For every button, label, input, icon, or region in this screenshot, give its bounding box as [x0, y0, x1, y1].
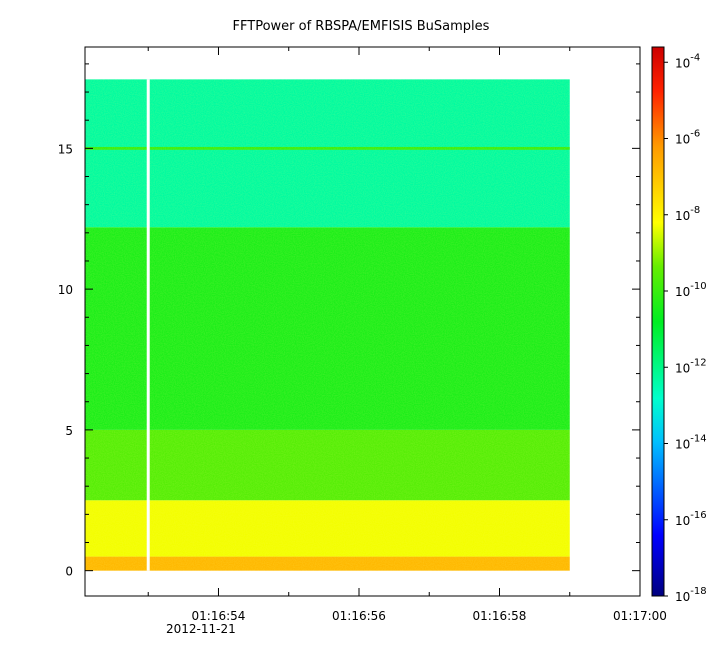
x-tick-label: 01:17:00 [613, 609, 667, 623]
y-axis: 0 5 10 15 [58, 63, 640, 579]
y-tick-label: 5 [65, 424, 73, 438]
colorbar-tick-label: 10-4 [675, 52, 700, 70]
colorbar-tick-label: 10-8 [675, 205, 700, 223]
colorbar [651, 46, 665, 597]
y-tick-label: 0 [65, 565, 73, 579]
y-tick-label: 10 [58, 283, 73, 297]
plot-frame [84, 46, 641, 597]
plot-area [85, 79, 570, 571]
x-tick-label: 01:16:54 [192, 609, 246, 623]
chart-title: FFTPower of RBSPA/EMFISIS BuSamples [233, 19, 490, 34]
colorbar-tick-label: 10-16 [675, 510, 707, 528]
colorbar-tick-label: 10-10 [675, 281, 707, 299]
colorbar-tick-label: 10-6 [675, 129, 700, 147]
colorbar-axis: 10-4 10-6 10-8 10-10 10-12 10-14 10-16 10-18 [664, 52, 707, 604]
colorbar-tick-label: 10-18 [675, 586, 707, 604]
spectrogram-speckle [85, 79, 570, 571]
colorbar-tick-label: 10-14 [675, 434, 707, 452]
y-tick-label: 15 [58, 142, 73, 156]
colorbar-tick-label: 10-12 [675, 357, 707, 375]
data-gap [146, 79, 150, 571]
date-label: 2012-11-21 [166, 622, 236, 636]
x-axis: 01:16:54 01:16:56 01:16:58 01:17:00 [147, 47, 667, 623]
x-tick-label: 01:16:58 [473, 609, 527, 623]
x-tick-label: 01:16:56 [332, 609, 386, 623]
